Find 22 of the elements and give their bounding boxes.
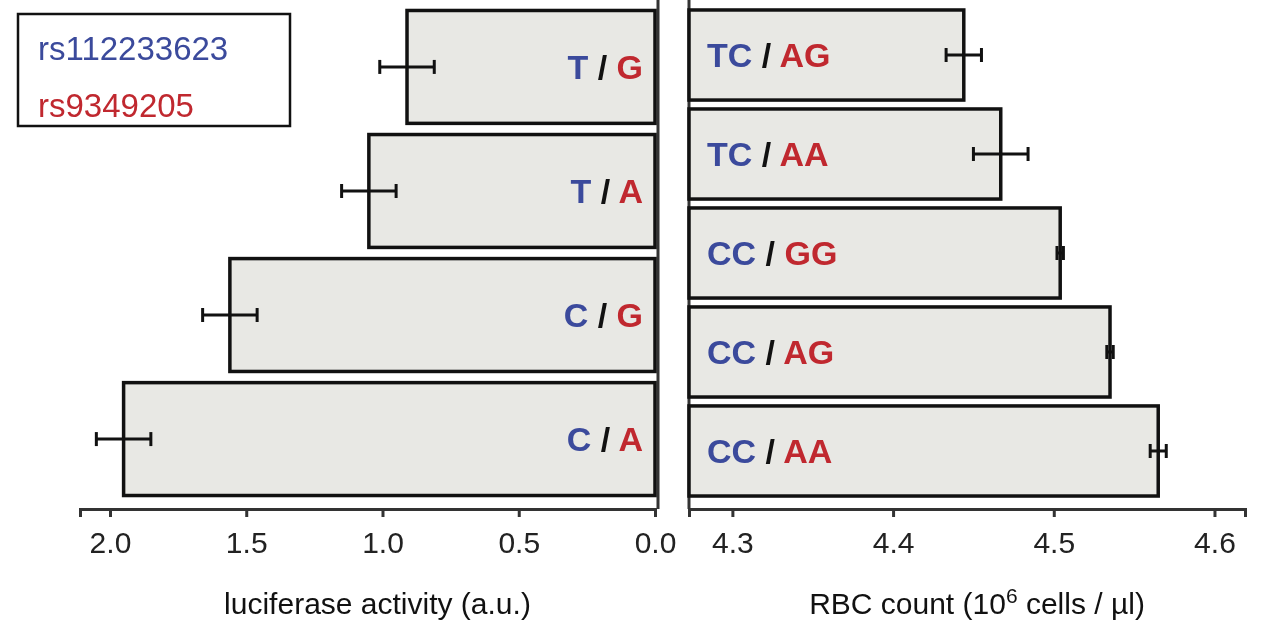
x-axis-title: RBC count (10$^{6}$ cells / µl) bbox=[809, 583, 1145, 620]
category-label: C / A bbox=[566, 420, 643, 459]
x-tick-label: 2.0 bbox=[89, 526, 132, 559]
x-tick-label: 4.4 bbox=[872, 526, 915, 559]
x-axis-title: luciferase activity (a.u.) bbox=[224, 587, 531, 620]
category-label: CC / AA bbox=[707, 432, 833, 471]
category-label: C / G bbox=[563, 296, 643, 335]
category-label: CC / GG bbox=[707, 234, 838, 273]
annotation: rs112233623 bbox=[38, 30, 229, 67]
annotation: rs9349205 bbox=[38, 87, 194, 124]
category-label: T / G bbox=[567, 48, 643, 87]
x-tick-label: 0.5 bbox=[498, 526, 541, 559]
x-tick-label: 1.0 bbox=[362, 526, 404, 559]
category-label: CC / AG bbox=[707, 333, 835, 372]
category-label: TC / AG bbox=[707, 36, 831, 75]
x-tick-label: 1.5 bbox=[225, 526, 268, 559]
category-label: T / A bbox=[570, 172, 643, 211]
category-label: TC / AA bbox=[707, 135, 829, 174]
x-tick-label: 4.3 bbox=[712, 526, 754, 559]
x-tick-label: 4.6 bbox=[1194, 526, 1236, 559]
x-tick-label: 4.5 bbox=[1033, 526, 1076, 559]
x-tick-label: 0.0 bbox=[634, 526, 677, 559]
